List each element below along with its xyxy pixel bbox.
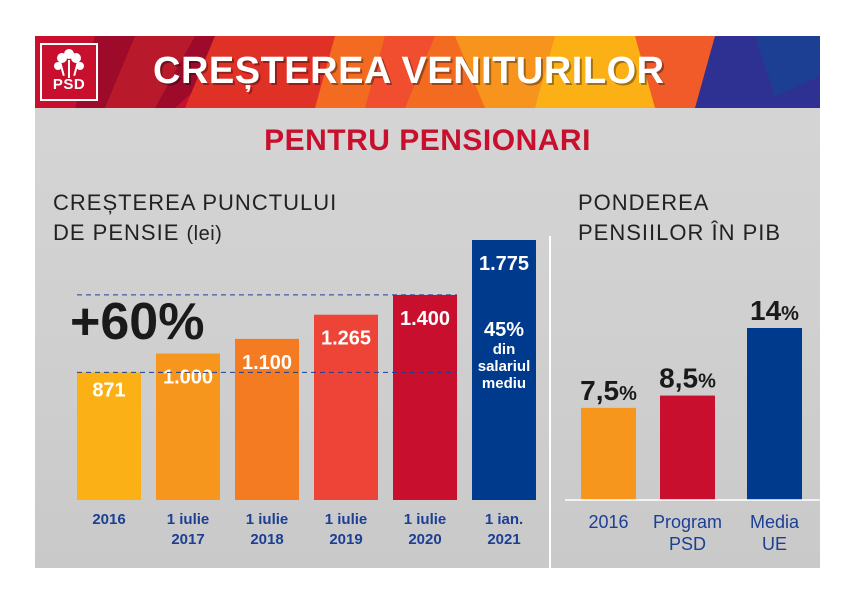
- category-label-5-0: 1 ian.: [485, 511, 523, 528]
- right-title-line2: PENSIILOR ÎN PIB: [578, 220, 782, 245]
- category-label-0-0: 2016: [92, 511, 125, 528]
- logo-text: PSD: [52, 76, 86, 93]
- bar-4: [393, 294, 457, 500]
- category-label-4-0: 1 iulie: [404, 511, 447, 528]
- left-title-line1: CREȘTEREA PUNCTULUI: [53, 190, 338, 215]
- left-chart-title: CREȘTEREA PUNCTULUI DE PENSIE (lei): [53, 188, 337, 249]
- subtitle: PENTRU PENSIONARI: [264, 124, 591, 157]
- pib-value-label-0: 7,5%: [580, 375, 637, 406]
- psd-logo: PSD: [40, 43, 98, 101]
- value-label-1: 1.000: [163, 367, 213, 389]
- value-label-3: 1.265: [321, 328, 371, 350]
- annotation-line-2: salariul: [478, 358, 531, 375]
- category-label-2-0: 1 iulie: [246, 511, 289, 528]
- pib-category-label-1-0: Program: [653, 512, 722, 532]
- category-label-3-0: 1 iulie: [325, 511, 368, 528]
- pib-value-label-2: 14%: [750, 295, 799, 326]
- left-title-line2-wrap: DE PENSIE (lei): [53, 218, 337, 249]
- value-label-2: 1.100: [242, 352, 292, 374]
- bar-3: [314, 314, 378, 500]
- category-label-2-1: 2018: [250, 531, 283, 548]
- main-title: CREȘTEREA VENITURILOR: [153, 50, 665, 92]
- pib-category-label-2-0: Media: [750, 512, 800, 532]
- annotation-line-1: din: [493, 341, 516, 358]
- section-divider: [549, 236, 551, 568]
- category-label-4-1: 2020: [408, 531, 441, 548]
- bar-5: [472, 240, 536, 500]
- pib-bar-1: [660, 395, 715, 500]
- pib-value-label-1: 8,5%: [659, 363, 716, 394]
- right-title-line1: PONDEREA: [578, 190, 710, 215]
- right-chart-title: PONDEREA PENSIILOR ÎN PIB: [578, 188, 781, 248]
- pib-bar-2: [747, 328, 802, 500]
- bar-2: [235, 338, 299, 500]
- header-banner: PSD CREȘTEREA VENITURILOR: [35, 36, 820, 108]
- unit-label: (lei): [186, 223, 223, 245]
- pib-category-label-2-1: UE: [762, 534, 787, 554]
- value-label-5: 1.775: [479, 253, 529, 275]
- category-label-1-1: 2017: [171, 531, 204, 548]
- pib-bar-0: [581, 407, 636, 500]
- bar-1: [156, 353, 220, 500]
- category-label-5-1: 2021: [487, 531, 520, 548]
- value-label-0: 871: [92, 379, 125, 401]
- annotation-line-0: 45%: [484, 319, 524, 341]
- bar-0: [77, 372, 141, 500]
- category-label-1-0: 1 iulie: [167, 511, 210, 528]
- banner-background: [35, 36, 820, 108]
- category-label-3-1: 2019: [329, 531, 362, 548]
- pension-point-chart: 871 2016 1.000 1 iulie 2017 1.100 1 iulie 2018 1…: [77, 240, 536, 548]
- value-label-4: 1.400: [400, 308, 450, 330]
- rose-icon: [54, 49, 84, 78]
- growth-percentage: +60%: [70, 293, 205, 351]
- annotation-line-3: mediu: [482, 375, 526, 392]
- pib-category-label-1-1: PSD: [669, 534, 706, 554]
- pib-category-label-0-0: 2016: [588, 512, 628, 532]
- infographic-poster: PSD CREȘTEREA VENITURILOR PENTRU PENSION…: [35, 36, 820, 568]
- charts-canvas: 871 2016 1.000 1 iulie 2017 1.100 1 iulie 2018 1…: [77, 240, 820, 554]
- left-title-line2: DE PENSIE: [53, 220, 180, 245]
